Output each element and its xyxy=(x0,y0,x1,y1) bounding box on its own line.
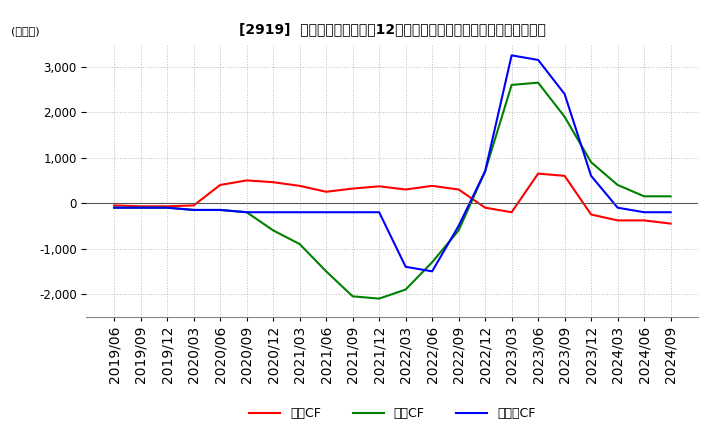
営業CF xyxy=(613,218,622,223)
営業CF xyxy=(269,180,277,185)
Line: 投資CF: 投資CF xyxy=(114,83,670,299)
投資CF xyxy=(428,260,436,265)
フリーCF xyxy=(322,209,330,215)
フリーCF xyxy=(454,223,463,228)
フリーCF xyxy=(428,269,436,274)
営業CF xyxy=(454,187,463,192)
フリーCF xyxy=(560,92,569,97)
営業CF xyxy=(481,205,490,210)
営業CF xyxy=(322,189,330,194)
営業CF xyxy=(587,212,595,217)
フリーCF xyxy=(163,205,171,210)
投資CF xyxy=(560,114,569,119)
営業CF xyxy=(534,171,542,176)
投資CF xyxy=(454,228,463,233)
投資CF xyxy=(587,160,595,165)
投資CF xyxy=(613,182,622,187)
投資CF xyxy=(508,82,516,88)
Line: フリーCF: フリーCF xyxy=(114,55,670,271)
投資CF xyxy=(136,205,145,210)
フリーCF xyxy=(348,209,357,215)
営業CF xyxy=(666,221,675,226)
投資CF xyxy=(269,228,277,233)
投資CF xyxy=(189,207,198,213)
投資CF xyxy=(375,296,384,301)
営業CF xyxy=(560,173,569,179)
フリーCF xyxy=(534,57,542,62)
営業CF xyxy=(136,204,145,209)
営業CF xyxy=(401,187,410,192)
営業CF xyxy=(110,203,119,208)
Y-axis label: (百万円): (百万円) xyxy=(11,26,40,36)
フリーCF xyxy=(269,209,277,215)
営業CF xyxy=(508,209,516,215)
フリーCF xyxy=(587,173,595,179)
投資CF xyxy=(348,294,357,299)
投資CF xyxy=(640,194,649,199)
投資CF xyxy=(216,207,225,213)
フリーCF xyxy=(508,53,516,58)
フリーCF xyxy=(216,207,225,213)
営業CF xyxy=(163,204,171,209)
Legend: 営業CF, 投資CF, フリーCF: 営業CF, 投資CF, フリーCF xyxy=(244,402,541,425)
投資CF xyxy=(243,209,251,215)
フリーCF xyxy=(189,207,198,213)
フリーCF xyxy=(640,209,649,215)
フリーCF xyxy=(243,209,251,215)
フリーCF xyxy=(613,205,622,210)
Line: 営業CF: 営業CF xyxy=(114,173,670,224)
フリーCF xyxy=(375,209,384,215)
投資CF xyxy=(322,269,330,274)
投資CF xyxy=(295,242,304,247)
営業CF xyxy=(295,183,304,188)
営業CF xyxy=(189,203,198,208)
投資CF xyxy=(534,80,542,85)
フリーCF xyxy=(136,205,145,210)
投資CF xyxy=(163,205,171,210)
営業CF xyxy=(428,183,436,188)
Title: [2919]  キャッシュフローの12か月移動合計の対前年同期増減額の推移: [2919] キャッシュフローの12か月移動合計の対前年同期増減額の推移 xyxy=(239,22,546,36)
投資CF xyxy=(481,169,490,174)
営業CF xyxy=(216,182,225,187)
投資CF xyxy=(666,194,675,199)
フリーCF xyxy=(401,264,410,269)
営業CF xyxy=(348,186,357,191)
フリーCF xyxy=(481,169,490,174)
フリーCF xyxy=(666,209,675,215)
営業CF xyxy=(375,183,384,189)
フリーCF xyxy=(110,205,119,210)
フリーCF xyxy=(295,209,304,215)
営業CF xyxy=(243,178,251,183)
投資CF xyxy=(401,287,410,292)
営業CF xyxy=(640,218,649,223)
投資CF xyxy=(110,205,119,210)
